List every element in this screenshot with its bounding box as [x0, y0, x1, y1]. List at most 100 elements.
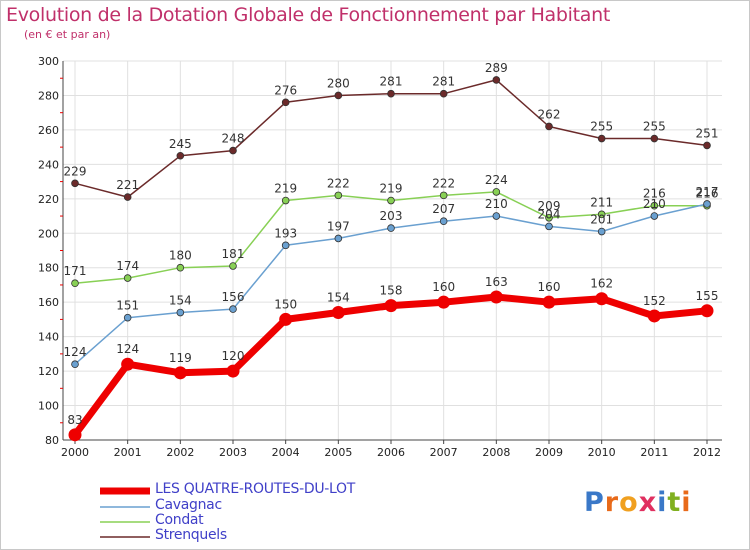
data-label: 162 [590, 277, 613, 291]
data-label: 211 [590, 195, 613, 209]
data-label: 224 [485, 173, 508, 187]
x-tick-label: 2007 [430, 446, 458, 459]
data-label: 158 [380, 284, 403, 298]
y-tick-label: 80 [45, 434, 59, 447]
x-tick-label: 2009 [535, 446, 563, 459]
data-label: 197 [327, 219, 350, 233]
y-tick-label: 300 [38, 55, 59, 68]
x-tick-label: 2010 [588, 446, 616, 459]
data-label: 193 [274, 226, 297, 240]
y-tick-label: 260 [38, 124, 59, 137]
data-point [597, 227, 606, 236]
data-label: 251 [696, 126, 719, 140]
data-label: 222 [327, 176, 350, 190]
data-label: 83 [67, 413, 82, 427]
data-point [387, 196, 395, 205]
data-point [647, 309, 661, 323]
legend-swatch [100, 506, 150, 508]
data-point [595, 292, 609, 306]
data-label: 248 [222, 132, 245, 146]
data-label: 262 [538, 107, 561, 121]
data-label: 216 [643, 187, 666, 201]
data-point [123, 313, 132, 322]
legend-label: LES QUATRE-ROUTES-DU-LOT [155, 481, 355, 497]
data-point [334, 91, 343, 100]
data-point [176, 308, 185, 317]
data-label: 216 [696, 187, 719, 201]
data-label: 151 [116, 299, 139, 313]
legend-swatch [100, 521, 150, 523]
data-label: 210 [643, 197, 666, 211]
data-label: 255 [590, 120, 613, 134]
data-point [545, 122, 553, 131]
x-tick-label: 2005 [324, 446, 352, 459]
y-tick-label: 280 [38, 89, 59, 102]
data-label: 155 [696, 289, 719, 303]
data-label: 124 [64, 345, 87, 359]
data-label: 163 [485, 275, 508, 289]
data-label: 154 [327, 291, 350, 305]
data-point [492, 188, 501, 196]
data-point [123, 193, 132, 201]
data-point [437, 295, 451, 309]
data-label: 201 [590, 213, 613, 227]
data-label: 120 [222, 349, 245, 363]
legend-swatch [100, 536, 150, 538]
data-label: 174 [116, 259, 139, 273]
logo-letter: i [681, 487, 692, 518]
data-point [597, 210, 606, 219]
logo-letter: i [657, 487, 668, 518]
legend-label: Strenquels [155, 527, 227, 543]
y-tick-label: 160 [38, 296, 59, 309]
data-point [229, 305, 237, 313]
data-point [545, 222, 553, 231]
y-tick-label: 180 [38, 262, 59, 275]
data-label: 156 [222, 290, 245, 304]
data-label: 154 [169, 294, 192, 308]
data-label: 181 [222, 247, 245, 261]
data-label: 219 [380, 182, 403, 196]
data-label: 281 [380, 75, 403, 89]
x-tick-label: 2002 [166, 446, 194, 459]
data-label: 280 [327, 76, 350, 90]
data-label: 245 [169, 137, 192, 151]
data-point [597, 134, 606, 143]
data-point [700, 304, 714, 318]
data-point [334, 234, 343, 243]
data-point [229, 262, 237, 270]
x-tick-label: 2004 [272, 446, 300, 459]
y-tick-label: 140 [38, 331, 59, 344]
data-point [281, 98, 290, 107]
data-point [439, 89, 448, 98]
data-point [71, 279, 79, 288]
x-tick-label: 2001 [114, 446, 142, 459]
data-label: 150 [274, 297, 297, 311]
data-label: 222 [432, 176, 455, 190]
data-point [439, 217, 448, 226]
data-label: 171 [64, 264, 87, 278]
data-label: 229 [64, 164, 87, 178]
data-label: 276 [274, 83, 297, 97]
y-tick-label: 240 [38, 158, 59, 171]
data-label: 180 [169, 249, 192, 263]
logo-letter: r [604, 487, 620, 518]
data-label: 203 [380, 209, 403, 223]
logo-letter: x [638, 487, 658, 518]
data-point [226, 364, 240, 378]
data-label: 119 [169, 351, 192, 365]
y-tick-label: 120 [38, 365, 59, 378]
logo-letter: o [619, 487, 639, 518]
data-label: 255 [643, 120, 666, 134]
data-point [281, 241, 290, 250]
data-point [703, 141, 711, 150]
chart-title: Evolution de la Dotation Globale de Fonc… [6, 4, 611, 26]
data-point [545, 213, 553, 222]
data-label: 209 [538, 199, 561, 213]
data-point [650, 212, 659, 220]
data-point [281, 196, 290, 205]
data-point [68, 428, 82, 442]
data-point [71, 360, 79, 369]
x-tick-label: 2000 [61, 446, 89, 459]
data-label: 160 [432, 280, 455, 294]
